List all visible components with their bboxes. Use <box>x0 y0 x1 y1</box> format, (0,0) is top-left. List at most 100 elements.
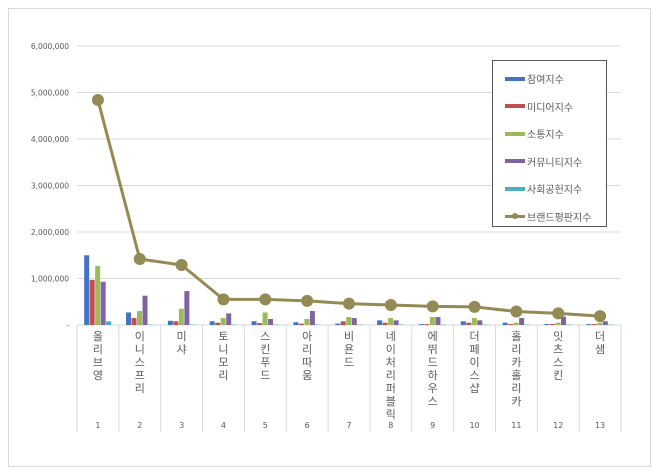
legend-label: 미디어지수 <box>527 102 573 114</box>
bar-미디어지수 <box>257 323 263 325</box>
bar-소통지수 <box>471 318 477 325</box>
line-point <box>217 293 230 306</box>
legend-swatch-icon <box>505 186 525 191</box>
bar-소통지수 <box>513 322 519 325</box>
bar-커뮤니티지수 <box>142 295 148 325</box>
rank-label: 10 <box>469 421 479 430</box>
legend-swatch-icon <box>505 131 525 136</box>
bar-소통지수 <box>95 265 101 325</box>
bar-커뮤니티지수 <box>226 313 232 325</box>
y-tick-label: 4,000,000 <box>31 135 69 144</box>
bar-커뮤니티지수 <box>602 321 608 325</box>
bar-소통지수 <box>262 312 268 325</box>
bar-참여지수 <box>544 324 550 325</box>
bar-참여지수 <box>293 322 299 325</box>
rank-label: 7 <box>346 421 351 430</box>
line-point <box>552 307 565 320</box>
bar-참여지수 <box>167 320 173 325</box>
bar-커뮤니티지수 <box>435 317 441 325</box>
rank-label: 12 <box>553 421 563 430</box>
rank-label: 8 <box>388 421 393 430</box>
bar-커뮤니티지수 <box>351 318 357 325</box>
line-point <box>426 300 439 313</box>
rank-label: 5 <box>263 421 268 430</box>
bar-참여지수 <box>84 255 90 325</box>
rank-label: 13 <box>595 421 605 430</box>
bar-참여지수 <box>377 320 383 325</box>
bar-소통지수 <box>137 311 143 325</box>
bar-커뮤니티지수 <box>393 320 399 325</box>
legend-label: 참여지수 <box>527 75 564 87</box>
bar-참여지수 <box>126 312 132 325</box>
legend-swatch-icon <box>505 104 525 109</box>
bar-미디어지수 <box>89 279 95 325</box>
bar-참여지수 <box>502 322 508 325</box>
bar-참여지수 <box>418 324 424 325</box>
bar-소통지수 <box>346 317 352 325</box>
bar-커뮤니티지수 <box>268 318 274 325</box>
legend-swatch-icon <box>505 76 525 81</box>
y-tick-label: 6,000,000 <box>31 42 69 51</box>
bar-소통지수 <box>220 318 226 325</box>
y-tick-label: 1,000,000 <box>31 275 69 284</box>
bar-참여지수 <box>251 321 257 325</box>
line-point <box>384 299 397 312</box>
bar-커뮤니티지수 <box>560 316 566 325</box>
rank-label: 2 <box>137 421 142 430</box>
legend-item: 브랜드평판지수 <box>493 203 606 231</box>
bar-미디어지수 <box>508 324 514 325</box>
bar-미디어지수 <box>466 322 472 325</box>
bar-소통지수 <box>597 322 603 325</box>
legend-swatch-icon <box>505 159 525 164</box>
legend-item: 커뮤니티지수 <box>493 148 606 176</box>
bar-소통지수 <box>304 318 310 325</box>
rank-label: 3 <box>179 421 184 430</box>
bar-커뮤니티지수 <box>184 291 190 325</box>
legend-label: 사회공헌지수 <box>527 185 583 197</box>
line-point <box>259 293 272 306</box>
bar-미디어지수 <box>549 324 555 325</box>
bar-커뮤니티지수 <box>477 320 483 325</box>
bar-미디어지수 <box>131 318 137 325</box>
line-point <box>510 305 523 318</box>
line-point <box>343 297 355 310</box>
legend-label: 커뮤니티지수 <box>527 157 583 169</box>
bar-참여지수 <box>209 321 215 325</box>
legend-item: 미디어지수 <box>493 93 606 121</box>
rank-label: 6 <box>305 421 310 430</box>
bar-미디어지수 <box>424 324 430 325</box>
legend-item: 소통지수 <box>493 120 606 148</box>
bar-소통지수 <box>429 317 435 325</box>
bar-참여지수 <box>335 323 341 325</box>
bar-미디어지수 <box>340 321 346 325</box>
rank-label: 1 <box>95 421 100 430</box>
chart-frame <box>8 8 651 467</box>
bar-미디어지수 <box>382 322 388 325</box>
bar-소통지수 <box>178 308 184 325</box>
legend-item: 참여지수 <box>493 65 606 93</box>
y-tick-label: 2,000,000 <box>31 228 69 237</box>
rank-label: 11 <box>511 421 521 430</box>
legend-line-marker-icon <box>505 212 525 219</box>
y-tick-label: 5,000,000 <box>31 89 69 98</box>
line-point <box>91 93 104 106</box>
bar-참여지수 <box>586 324 592 325</box>
bar-소통지수 <box>388 318 394 325</box>
bar-미디어지수 <box>591 324 597 325</box>
line-point <box>301 294 314 307</box>
bar-참여지수 <box>460 321 466 325</box>
bar-커뮤니티지수 <box>309 311 315 325</box>
y-tick-label: 3,000,000 <box>31 182 69 191</box>
